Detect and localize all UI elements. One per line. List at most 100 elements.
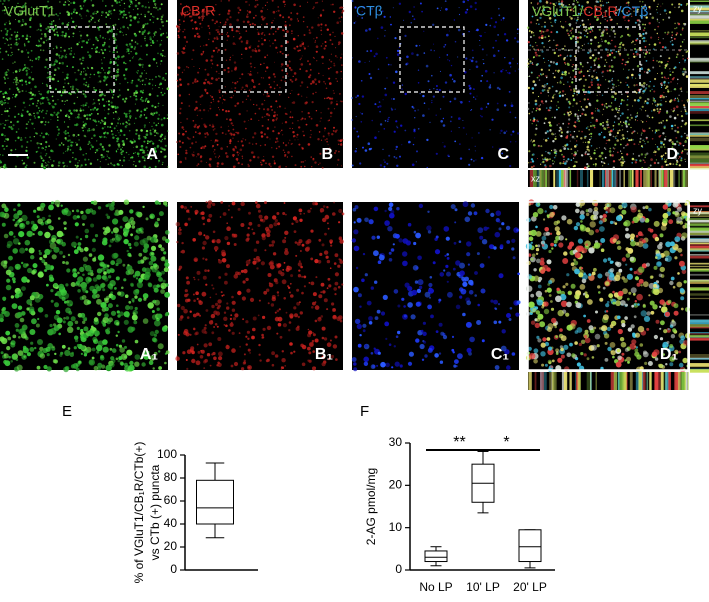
puncta	[88, 278, 92, 282]
puncta	[664, 46, 666, 48]
puncta	[216, 21, 218, 23]
puncta	[162, 139, 163, 140]
puncta	[100, 166, 102, 168]
puncta	[320, 23, 322, 25]
puncta	[553, 40, 554, 41]
puncta	[623, 122, 624, 123]
puncta	[27, 268, 32, 273]
puncta	[129, 160, 130, 161]
puncta	[495, 40, 497, 42]
ortho-band	[561, 170, 564, 187]
ortho-band	[690, 166, 709, 168]
puncta	[322, 9, 324, 11]
puncta	[543, 161, 544, 162]
puncta	[575, 153, 577, 155]
puncta	[544, 159, 545, 160]
puncta	[126, 270, 131, 275]
puncta	[413, 6, 414, 7]
puncta	[605, 79, 606, 80]
puncta	[47, 26, 48, 27]
puncta	[274, 126, 276, 128]
puncta	[209, 32, 211, 34]
puncta	[564, 62, 566, 64]
puncta	[136, 277, 138, 279]
puncta	[73, 109, 75, 111]
puncta	[528, 162, 530, 164]
puncta	[559, 91, 561, 93]
puncta	[161, 21, 164, 24]
puncta	[64, 301, 67, 304]
puncta	[152, 141, 153, 142]
puncta	[91, 201, 94, 204]
puncta	[232, 154, 234, 156]
puncta	[1, 311, 4, 314]
puncta	[574, 55, 576, 57]
puncta	[564, 45, 566, 47]
puncta	[69, 161, 71, 163]
puncta	[219, 97, 221, 99]
puncta	[83, 83, 85, 85]
puncta	[11, 34, 13, 36]
puncta	[122, 32, 123, 33]
puncta	[657, 110, 659, 112]
puncta	[89, 360, 94, 365]
puncta	[139, 64, 140, 65]
puncta	[532, 154, 533, 155]
puncta	[659, 22, 660, 23]
puncta	[558, 93, 560, 95]
puncta	[146, 73, 147, 74]
puncta	[559, 95, 561, 97]
puncta	[48, 205, 54, 211]
puncta	[592, 55, 594, 57]
puncta	[117, 64, 119, 66]
puncta	[40, 135, 42, 137]
puncta	[580, 115, 582, 117]
puncta	[552, 96, 554, 98]
puncta	[40, 49, 41, 50]
ortho-band	[655, 170, 657, 187]
puncta	[43, 148, 44, 149]
puncta	[662, 132, 664, 134]
puncta	[189, 334, 191, 336]
puncta	[89, 141, 90, 142]
puncta	[152, 314, 158, 320]
puncta	[66, 11, 68, 13]
puncta	[78, 134, 80, 136]
puncta	[218, 100, 220, 102]
puncta	[15, 140, 17, 142]
puncta	[279, 94, 280, 95]
puncta	[686, 75, 689, 78]
puncta	[281, 63, 284, 66]
puncta	[644, 161, 646, 163]
puncta	[226, 18, 228, 20]
puncta	[663, 92, 664, 93]
puncta	[384, 35, 385, 36]
puncta	[68, 254, 70, 256]
puncta	[586, 167, 588, 169]
puncta	[228, 329, 231, 332]
puncta	[83, 121, 84, 122]
puncta	[197, 115, 198, 116]
puncta	[268, 119, 270, 121]
puncta	[86, 282, 89, 285]
puncta	[393, 7, 394, 8]
puncta	[565, 21, 566, 22]
puncta	[665, 101, 666, 102]
puncta	[2, 307, 6, 311]
puncta	[141, 72, 143, 74]
puncta	[577, 68, 579, 70]
puncta	[125, 63, 126, 64]
puncta	[566, 29, 568, 31]
puncta	[102, 156, 104, 158]
puncta	[214, 23, 216, 25]
puncta	[185, 158, 186, 159]
puncta	[55, 59, 57, 61]
puncta	[22, 35, 24, 37]
puncta	[661, 166, 664, 169]
puncta	[631, 117, 633, 119]
puncta	[570, 77, 571, 78]
puncta	[683, 73, 686, 76]
puncta	[246, 260, 251, 265]
puncta	[73, 215, 78, 220]
puncta	[245, 139, 246, 140]
